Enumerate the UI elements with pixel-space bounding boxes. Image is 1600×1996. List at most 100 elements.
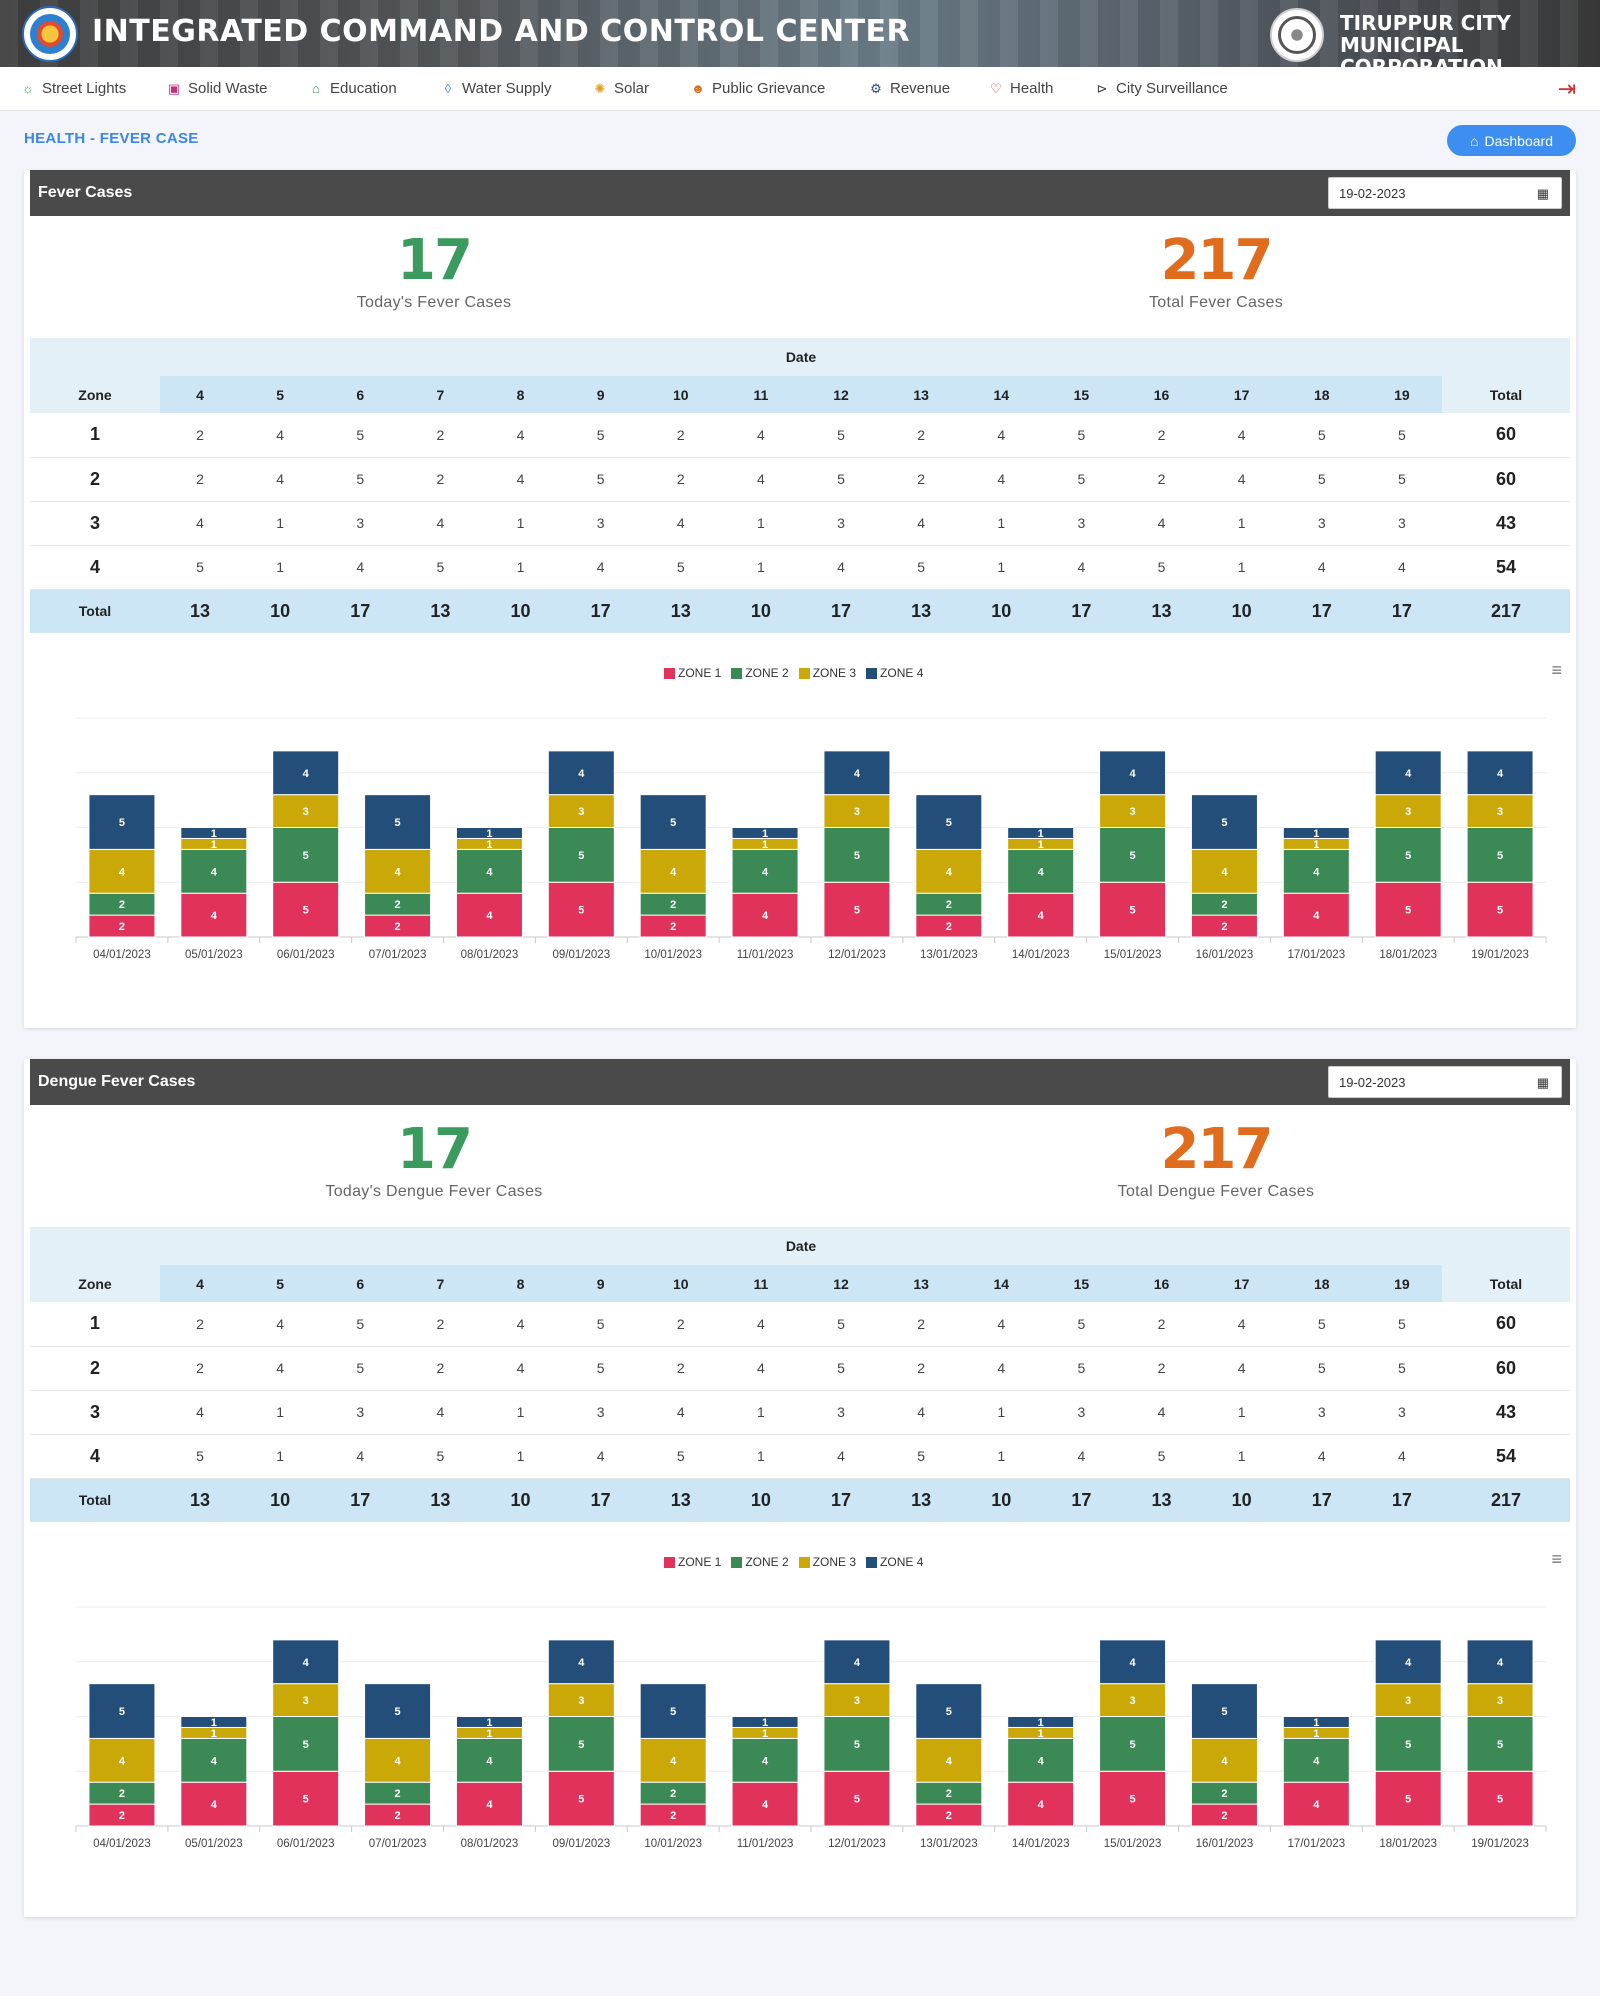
logout-icon[interactable]: ⇥ [1557,76,1577,101]
bar-segment-zone-2[interactable] [547,1716,615,1772]
bar-segment-zone-3[interactable] [88,1737,156,1783]
bar-segment-zone-4[interactable] [1374,1639,1442,1685]
bar-segment-zone-1[interactable] [180,1781,248,1827]
bar-segment-zone-4[interactable] [1282,827,1350,839]
bar-segment-zone-4[interactable] [455,827,523,839]
nav-item-solar[interactable]: ✺ Solar [592,80,649,97]
bar-segment-zone-3[interactable] [1374,1683,1442,1717]
bar-segment-zone-4[interactable] [455,1716,523,1728]
legend-item[interactable]: ZONE 3 [798,1555,856,1569]
bar-segment-zone-4[interactable] [915,794,983,850]
bar-segment-zone-4[interactable] [272,1639,340,1685]
calendar-icon[interactable]: ▦ [1536,186,1549,201]
bar-segment-zone-4[interactable] [823,750,891,796]
bar-segment-zone-3[interactable] [272,794,340,828]
legend-item[interactable]: ZONE 1 [664,666,721,680]
bar-segment-zone-4[interactable] [639,1683,707,1739]
bar-segment-zone-4[interactable] [1282,1716,1350,1728]
bar-segment-zone-2[interactable] [731,1737,799,1783]
bar-segment-zone-2[interactable] [455,1737,523,1783]
bar-segment-zone-2[interactable] [731,848,799,894]
bar-segment-zone-4[interactable] [823,1639,891,1685]
legend-item[interactable]: ZONE 3 [798,666,856,680]
bar-segment-zone-4[interactable] [272,750,340,796]
bar-segment-zone-2[interactable] [1466,1716,1534,1772]
bar-segment-zone-1[interactable] [1282,1781,1350,1827]
nav-item-public-grievance[interactable]: ☻ Public Grievance [690,80,825,97]
bar-segment-zone-4[interactable] [639,794,707,850]
nav-item-solid-waste[interactable]: ▣ Solid Waste [166,80,268,97]
bar-segment-zone-4[interactable] [1466,1639,1534,1685]
bar-segment-zone-1[interactable] [180,892,248,938]
bar-segment-zone-4[interactable] [1007,827,1075,839]
bar-segment-zone-4[interactable] [88,1683,156,1739]
legend-item[interactable]: ZONE 4 [866,666,923,680]
bar-segment-zone-4[interactable] [364,794,432,850]
bar-segment-zone-4[interactable] [915,1683,983,1739]
legend-item[interactable]: ZONE 1 [664,1555,721,1569]
bar-segment-zone-1[interactable] [1007,1781,1075,1827]
bar-segment-zone-3[interactable] [547,1683,615,1717]
legend-item[interactable]: ZONE 2 [731,666,789,680]
nav-item-city-surveillance[interactable]: ⊳ City Surveillance [1094,80,1228,97]
bar-segment-zone-3[interactable] [364,1737,432,1783]
bar-segment-zone-3[interactable] [272,1683,340,1717]
bar-segment-zone-1[interactable] [1374,1770,1442,1827]
bar-segment-zone-4[interactable] [731,827,799,839]
bar-segment-zone-3[interactable] [1190,1737,1258,1783]
bar-segment-zone-3[interactable] [547,794,615,828]
bar-segment-zone-3[interactable] [1099,1683,1167,1717]
legend-item[interactable]: ZONE 4 [866,1555,923,1569]
nav-item-revenue[interactable]: ⚙ Revenue [868,80,950,97]
chart-menu-icon[interactable]: ≡ [1551,1549,1562,1569]
bar-segment-zone-2[interactable] [1374,1716,1442,1772]
bar-segment-zone-4[interactable] [1190,794,1258,850]
bar-segment-zone-1[interactable] [272,881,340,938]
nav-item-health[interactable]: ♡ Health [988,80,1053,97]
bar-segment-zone-4[interactable] [731,1716,799,1728]
bar-segment-zone-1[interactable] [1282,892,1350,938]
bar-segment-zone-2[interactable] [180,1737,248,1783]
bar-segment-zone-4[interactable] [88,794,156,850]
bar-segment-zone-3[interactable] [823,794,891,828]
bar-segment-zone-1[interactable] [547,1770,615,1827]
bar-segment-zone-4[interactable] [364,1683,432,1739]
bar-segment-zone-4[interactable] [180,827,248,839]
bar-segment-zone-4[interactable] [1007,1716,1075,1728]
bar-segment-zone-3[interactable] [639,848,707,894]
bar-segment-zone-3[interactable] [823,1683,891,1717]
bar-segment-zone-2[interactable] [1007,1737,1075,1783]
bar-segment-zone-3[interactable] [88,848,156,894]
calendar-icon[interactable]: ▦ [1536,1075,1549,1090]
nav-item-education[interactable]: ⌂ Education [308,80,397,97]
bar-segment-zone-3[interactable] [915,1737,983,1783]
bar-segment-zone-4[interactable] [1374,750,1442,796]
bar-segment-zone-3[interactable] [915,848,983,894]
bar-segment-zone-2[interactable] [823,827,891,883]
bar-segment-zone-2[interactable] [1282,848,1350,894]
bar-segment-zone-3[interactable] [1466,1683,1534,1717]
bar-segment-zone-2[interactable] [1374,827,1442,883]
bar-segment-zone-4[interactable] [1099,750,1167,796]
nav-item-street-lights[interactable]: ☼ Street Lights [20,80,126,97]
bar-segment-zone-1[interactable] [1099,1770,1167,1827]
bar-segment-zone-1[interactable] [731,1781,799,1827]
bar-segment-zone-2[interactable] [455,848,523,894]
bar-segment-zone-1[interactable] [1099,881,1167,938]
bar-segment-zone-1[interactable] [823,1770,891,1827]
legend-item[interactable]: ZONE 2 [731,1555,789,1569]
bar-segment-zone-4[interactable] [1466,750,1534,796]
bar-segment-zone-4[interactable] [1099,1639,1167,1685]
bar-segment-zone-4[interactable] [180,1716,248,1728]
bar-segment-zone-1[interactable] [272,1770,340,1827]
bar-segment-zone-4[interactable] [1190,1683,1258,1739]
bar-segment-zone-1[interactable] [823,881,891,938]
chart-menu-icon[interactable]: ≡ [1551,660,1562,680]
bar-segment-zone-3[interactable] [1374,794,1442,828]
bar-segment-zone-3[interactable] [1466,794,1534,828]
bar-segment-zone-4[interactable] [547,750,615,796]
bar-segment-zone-2[interactable] [823,1716,891,1772]
bar-segment-zone-1[interactable] [731,892,799,938]
bar-segment-zone-3[interactable] [639,1737,707,1783]
bar-segment-zone-3[interactable] [1190,848,1258,894]
